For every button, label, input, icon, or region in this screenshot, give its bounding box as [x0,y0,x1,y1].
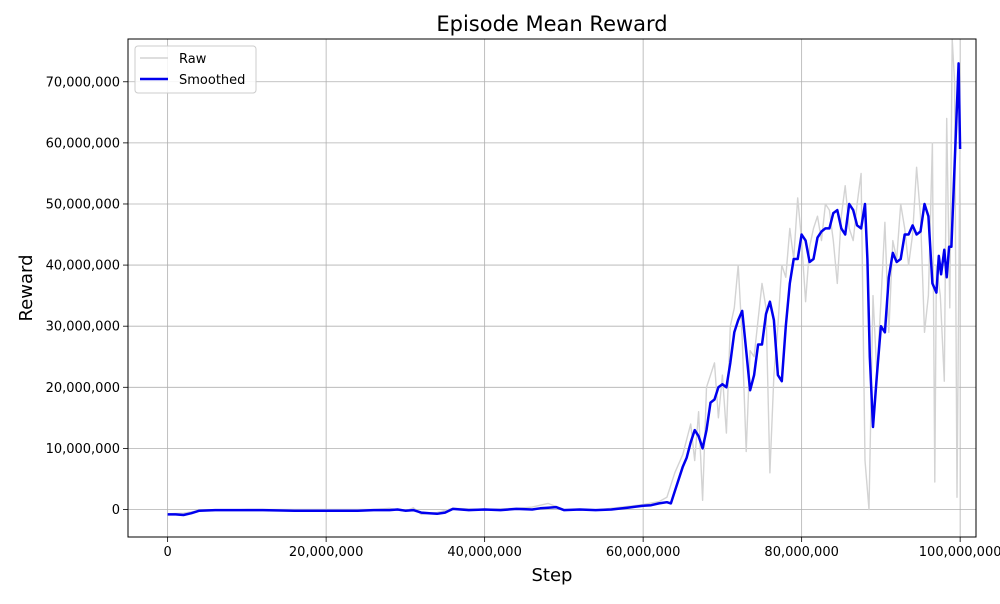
plot-area-frame [127,38,977,538]
y-tick-label: 40,000,000 [46,259,120,274]
y-tick-label: 70,000,000 [46,75,120,90]
x-tick-label: 100,000,000 [919,545,1000,560]
series-lines [167,39,962,517]
y-tick-label: 30,000,000 [46,320,120,335]
legend-label-raw: Raw [179,52,207,67]
x-tick-label: 60,000,000 [606,545,680,560]
legend: Raw Smoothed [134,45,257,94]
legend-label-smoothed: Smoothed [179,73,245,88]
y-tick-label: 20,000,000 [46,381,120,396]
axis-ticks: 0 20,000,000 40,000,000 60,000,000 80,000,00… [46,75,1000,560]
series-line-smoothed [167,62,962,517]
x-axis-title: Step [532,565,573,586]
chart-title: Episode Mean Reward [436,12,667,36]
x-tick-label: 0 [163,545,171,560]
grid-lines [128,39,976,537]
x-tick-label: 80,000,000 [764,545,838,560]
y-tick-label: 0 [112,503,120,518]
y-axis-title: Reward [16,254,37,321]
y-tick-label: 50,000,000 [46,197,120,212]
y-tick-label: 60,000,000 [46,136,120,151]
x-tick-label: 40,000,000 [447,545,521,560]
x-tick-label: 20,000,000 [289,545,363,560]
y-tick-label: 10,000,000 [46,442,120,457]
